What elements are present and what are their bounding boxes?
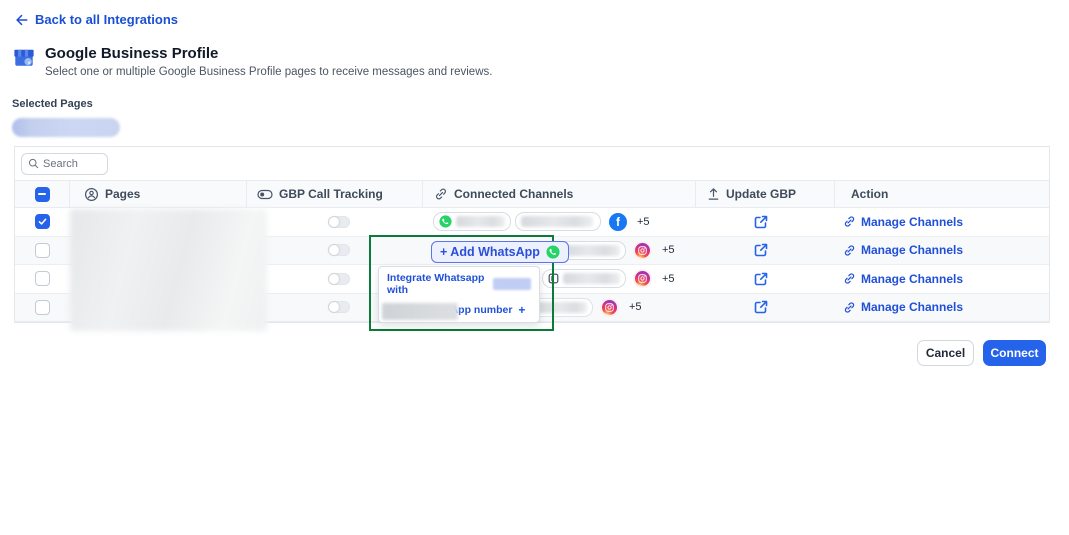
back-link[interactable]: Back to all Integrations — [14, 12, 178, 27]
instagram-icon — [633, 269, 652, 289]
add-whatsapp-button[interactable]: + Add WhatsApp — [431, 241, 569, 263]
row-checkbox[interactable] — [34, 299, 50, 315]
connected-channels-cell: f +5 — [422, 208, 695, 236]
channel-name-redacted — [538, 301, 587, 313]
footer-actions: Cancel Connect — [917, 340, 1046, 366]
extra-channels-count: +5 — [662, 244, 675, 257]
update-gbp-column-icon — [707, 187, 720, 201]
open-external-icon[interactable] — [753, 299, 769, 315]
whatsapp-icon — [439, 215, 452, 228]
manage-channels-label: Manage Channels — [861, 271, 964, 286]
call-tracking-toggle[interactable] — [328, 215, 350, 228]
extra-channels-count: +5 — [662, 272, 675, 285]
search-icon — [28, 158, 39, 169]
open-external-icon[interactable] — [753, 242, 769, 258]
extra-channels-count: +5 — [637, 215, 650, 228]
row-checkbox[interactable] — [34, 214, 50, 230]
link-icon — [843, 215, 856, 228]
cancel-button[interactable]: Cancel — [917, 340, 974, 366]
manage-channels-label: Manage Channels — [861, 214, 964, 229]
selected-pages-section: Selected Pages — [12, 98, 120, 137]
whatsapp-channel-chip[interactable] — [433, 212, 511, 232]
select-all-checkbox[interactable] — [34, 186, 50, 202]
link-icon — [843, 301, 856, 314]
instagram-icon — [633, 240, 652, 260]
call-tracking-column-icon — [257, 188, 273, 201]
table-search-row — [15, 147, 1049, 180]
page-header-text: Google Business Profile Select one or mu… — [45, 45, 492, 78]
integrate-whatsapp-label: Integrate Whatsapp with — [387, 272, 485, 296]
call-tracking-toggle[interactable] — [328, 272, 350, 285]
manage-channels-label: Manage Channels — [861, 300, 964, 315]
open-external-icon[interactable] — [753, 214, 769, 230]
channel-name-redacted — [563, 244, 620, 256]
whatsapp-icon — [546, 245, 560, 259]
update-gbp-column-label: Update GBP — [726, 187, 797, 201]
pages-column-label: Pages — [105, 187, 141, 201]
action-column-label: Action — [851, 187, 889, 201]
integration-name-redacted — [492, 278, 531, 290]
channel-name-redacted — [563, 273, 620, 285]
call-tracking-toggle[interactable] — [328, 301, 350, 314]
connected-channels-column-icon — [434, 187, 448, 201]
page-title: Google Business Profile — [45, 45, 219, 62]
link-icon — [843, 244, 856, 257]
manage-channels-link[interactable]: Manage Channels — [843, 272, 963, 286]
selected-pages-label: Selected Pages — [12, 98, 93, 110]
row-checkbox[interactable] — [34, 271, 50, 287]
manage-channels-label: Manage Channels — [861, 243, 964, 258]
instagram-icon — [600, 297, 619, 317]
search-box[interactable] — [21, 152, 108, 175]
connected-channels-cell: +5 — [422, 294, 695, 322]
search-input[interactable] — [43, 157, 101, 170]
manage-channels-link[interactable]: Manage Channels — [843, 243, 963, 257]
channel-name-redacted — [456, 216, 505, 228]
call-tracking-toggle[interactable] — [328, 244, 350, 257]
menu-item-redacted[interactable] — [382, 303, 458, 320]
facebook-icon: f — [609, 212, 627, 231]
manage-channels-link[interactable]: Manage Channels — [843, 300, 963, 314]
back-link-label: Back to all Integrations — [35, 12, 179, 27]
plus-icon: + — [518, 303, 526, 317]
page-header: Google Business Profile Select one or mu… — [13, 45, 492, 78]
selected-page-chip-redacted[interactable] — [12, 118, 120, 137]
whatsapp-popup-annotation-box — [369, 235, 554, 331]
connect-button[interactable]: Connect — [983, 340, 1046, 366]
connected-channels-column-label: Connected Channels — [454, 187, 574, 201]
call-tracking-column-label: GBP Call Tracking — [279, 187, 383, 201]
open-external-icon[interactable] — [753, 271, 769, 287]
channel-chip[interactable] — [515, 212, 601, 232]
add-whatsapp-label: + Add WhatsApp — [440, 245, 540, 259]
table-header-row: Pages GBP Call Tracking Connected Channe… — [15, 180, 1049, 208]
whatsapp-dropdown-menu: Integrate Whatsapp with Add a WhatsApp n… — [378, 266, 540, 323]
connected-channels-cell: +5 — [422, 265, 695, 293]
page-names-redacted-block — [70, 209, 267, 331]
channel-chip[interactable] — [542, 269, 626, 289]
page-subtitle: Select one or multiple Google Business P… — [45, 66, 493, 78]
menu-item-integrate-whatsapp[interactable]: Integrate Whatsapp with — [379, 272, 539, 296]
manage-channels-link[interactable]: Manage Channels — [843, 215, 963, 229]
extra-channels-count: +5 — [629, 301, 642, 314]
pages-column-icon — [84, 187, 99, 202]
row-checkbox[interactable] — [34, 242, 50, 258]
back-arrow-icon — [14, 13, 29, 27]
google-business-profile-logo-icon — [13, 47, 35, 69]
link-icon — [843, 272, 856, 285]
channel-name-redacted — [521, 216, 593, 228]
